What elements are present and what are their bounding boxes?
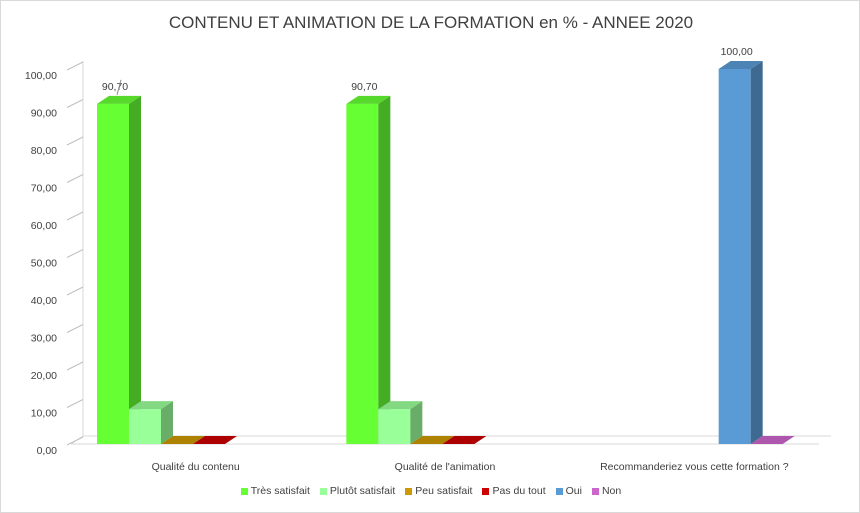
bar-plut-t-satisfait-top xyxy=(378,401,423,410)
y-tick-label: 100,00 xyxy=(25,70,57,82)
y-tick-mark xyxy=(66,399,84,408)
bar-tr-s-satisfait-front xyxy=(346,103,379,444)
bar-pas-du-tout-top xyxy=(442,436,487,444)
bar-tr-s-satisfait-side xyxy=(129,95,141,444)
y-tick-label: 90,00 xyxy=(31,108,57,120)
bar-oui-front xyxy=(718,69,751,444)
y-tick-mark xyxy=(66,61,84,71)
legend-item: Très satisfait xyxy=(240,485,310,497)
x-category-label: Recommanderiez vous cette formation ? xyxy=(600,461,789,473)
bar-pas-du-tout-top xyxy=(193,436,237,444)
legend-swatch xyxy=(405,487,413,495)
legend-swatch xyxy=(240,487,248,495)
chart-title: CONTENU ET ANIMATION DE LA FORMATION en … xyxy=(168,13,694,32)
y-tick-label: 50,00 xyxy=(31,258,57,270)
legend-item: Oui xyxy=(555,485,582,497)
y-tick-mark xyxy=(66,436,84,446)
bar-tr-s-satisfait-side xyxy=(378,95,391,444)
y-tick-mark xyxy=(66,99,84,108)
x-category-label: Qualité du contenu xyxy=(152,461,240,473)
legend-label: Plutôt satisfait xyxy=(329,485,396,497)
data-label: 90,70 xyxy=(102,81,128,93)
bar-tr-s-satisfait-front xyxy=(97,103,129,444)
bar-plut-t-satisfait-side xyxy=(410,401,423,444)
bar-oui-side xyxy=(750,61,763,444)
y-tick-label: 70,00 xyxy=(31,183,57,195)
data-label: 100,00 xyxy=(721,46,753,58)
legend-item: Pas du tout xyxy=(482,485,546,497)
legend-item: Non xyxy=(591,485,622,497)
data-label: 90,70 xyxy=(351,81,377,93)
y-tick-mark xyxy=(66,249,84,258)
y-tick-label: 60,00 xyxy=(31,220,57,232)
legend-label: Non xyxy=(601,485,622,497)
legend-label: Très satisfait xyxy=(250,485,310,497)
y-tick-mark xyxy=(66,136,84,146)
y-tick-label: 40,00 xyxy=(31,295,57,307)
y-tick-label: 20,00 xyxy=(31,370,57,382)
data-label-leader xyxy=(116,79,122,96)
plot-area: 0,00 10,00 20,00 30,00 40,00 50,00 60,00 70,00 8… xyxy=(25,46,831,473)
legend-swatch xyxy=(555,487,563,495)
bar-tr-s-satisfait-top xyxy=(97,95,141,104)
bar-peu-satisfait-top xyxy=(410,436,455,444)
bar-oui-top xyxy=(718,61,763,69)
y-tick-mark xyxy=(66,286,84,296)
legend-swatch xyxy=(591,487,599,495)
bar-tr-s-satisfait-top xyxy=(346,95,391,104)
bar-plut-t-satisfait-top xyxy=(129,401,173,410)
y-tick-label: 80,00 xyxy=(31,145,57,157)
x-category-label: Qualité de l'animation xyxy=(395,461,496,473)
bar-plut-t-satisfait-side xyxy=(161,401,173,444)
y-tick-label: 0,00 xyxy=(37,445,58,457)
y-tick-label: 30,00 xyxy=(31,333,57,345)
y-tick-mark xyxy=(66,174,84,183)
legend-label: Peu satisfait xyxy=(415,485,473,497)
y-tick-mark xyxy=(66,211,84,221)
bar-plut-t-satisfait-front xyxy=(378,409,411,444)
legend-swatch xyxy=(319,487,327,495)
legend-item: Plutôt satisfait xyxy=(319,485,396,497)
legend-label: Pas du tout xyxy=(492,485,546,497)
bar-non-top xyxy=(750,436,795,444)
bar-plut-t-satisfait-front xyxy=(129,409,161,444)
y-tick-mark xyxy=(66,361,84,371)
chart-legend: Très satisfait Plutôt satisfait Peu satisf… xyxy=(1,485,860,497)
y-tick-mark xyxy=(66,324,84,333)
legend-item: Peu satisfait xyxy=(405,485,472,497)
bar-peu-satisfait-top xyxy=(161,436,205,444)
legend-label: Oui xyxy=(565,485,582,497)
legend-swatch xyxy=(482,487,490,495)
y-tick-label: 10,00 xyxy=(31,408,57,420)
